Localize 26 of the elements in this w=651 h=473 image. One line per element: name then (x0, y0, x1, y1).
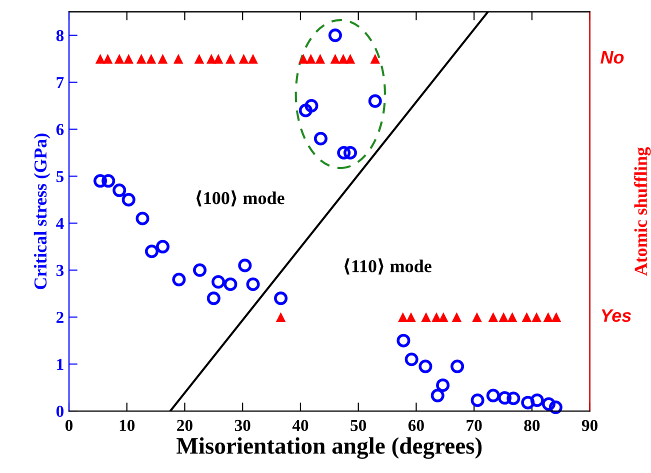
y-tick-label: 0 (56, 406, 64, 417)
x-tick-label: 30 (234, 420, 250, 432)
y-tick-label: 4 (56, 218, 64, 229)
y-axis-title: Critical stress (GPa) (34, 134, 50, 290)
x-axis-title: Misorientation angle (degrees) (176, 437, 482, 459)
x-tick-label: 80 (524, 420, 540, 432)
x-tick-label: 50 (350, 420, 366, 432)
text: Yes (602, 309, 632, 322)
x-tick-label: 0 (65, 420, 73, 432)
y-tick-label: 2 (56, 312, 64, 323)
annotation: ⟨110⟩ mode (344, 258, 432, 275)
y-tick-label: 3 (56, 264, 64, 276)
y-tick-label: 8 (56, 30, 64, 42)
y-tick-label: 1 (57, 358, 64, 370)
x-tick-label: 40 (292, 420, 308, 432)
x-tick-label: 70 (466, 420, 482, 432)
x-tick-label: 20 (177, 420, 192, 432)
y-tick-label: 7 (56, 77, 64, 88)
annotation: ⟨100⟩ mode (196, 190, 284, 206)
x-tick-label: 90 (582, 420, 598, 432)
y-tick-label: 5 (56, 171, 64, 182)
y-tick-label: 6 (56, 124, 64, 136)
y2-axis-title: Atomic shuffling (634, 147, 651, 276)
x-tick-label: 60 (408, 420, 424, 432)
x-tick-label: 10 (120, 420, 135, 432)
text: No (600, 51, 624, 64)
